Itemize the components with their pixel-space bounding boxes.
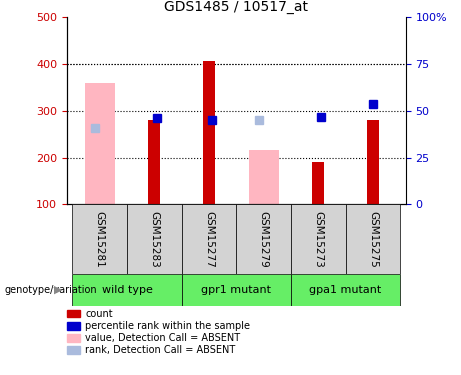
FancyBboxPatch shape [72,274,182,306]
Bar [67,346,80,354]
Text: gpa1 mutant: gpa1 mutant [309,285,382,295]
Text: rank, Detection Call = ABSENT: rank, Detection Call = ABSENT [85,345,236,355]
Bar [67,322,80,330]
Bar [248,150,278,204]
Bar [67,334,80,342]
Text: GSM15279: GSM15279 [259,211,269,267]
Text: GSM15275: GSM15275 [368,211,378,267]
Text: GSM15277: GSM15277 [204,211,214,267]
FancyBboxPatch shape [72,204,127,274]
Text: ▶: ▶ [54,285,62,295]
FancyBboxPatch shape [291,274,400,306]
Text: GSM15273: GSM15273 [313,211,323,267]
Bar [203,62,215,204]
Text: genotype/variation: genotype/variation [5,285,97,295]
Text: GSM15281: GSM15281 [95,211,105,267]
Text: value, Detection Call = ABSENT: value, Detection Call = ABSENT [85,333,241,343]
Text: gpr1 mutant: gpr1 mutant [201,285,271,295]
Text: percentile rank within the sample: percentile rank within the sample [85,321,250,331]
Bar [148,120,160,204]
FancyBboxPatch shape [236,204,291,274]
Bar [367,120,379,204]
Text: wild type: wild type [101,285,153,295]
Bar [312,162,324,204]
Bar [85,84,115,204]
Title: GDS1485 / 10517_at: GDS1485 / 10517_at [164,0,308,15]
FancyBboxPatch shape [346,204,400,274]
FancyBboxPatch shape [182,204,236,274]
Bar [67,310,80,318]
FancyBboxPatch shape [127,204,182,274]
Text: count: count [85,309,113,319]
FancyBboxPatch shape [291,204,346,274]
Text: GSM15283: GSM15283 [149,211,160,267]
FancyBboxPatch shape [182,274,291,306]
